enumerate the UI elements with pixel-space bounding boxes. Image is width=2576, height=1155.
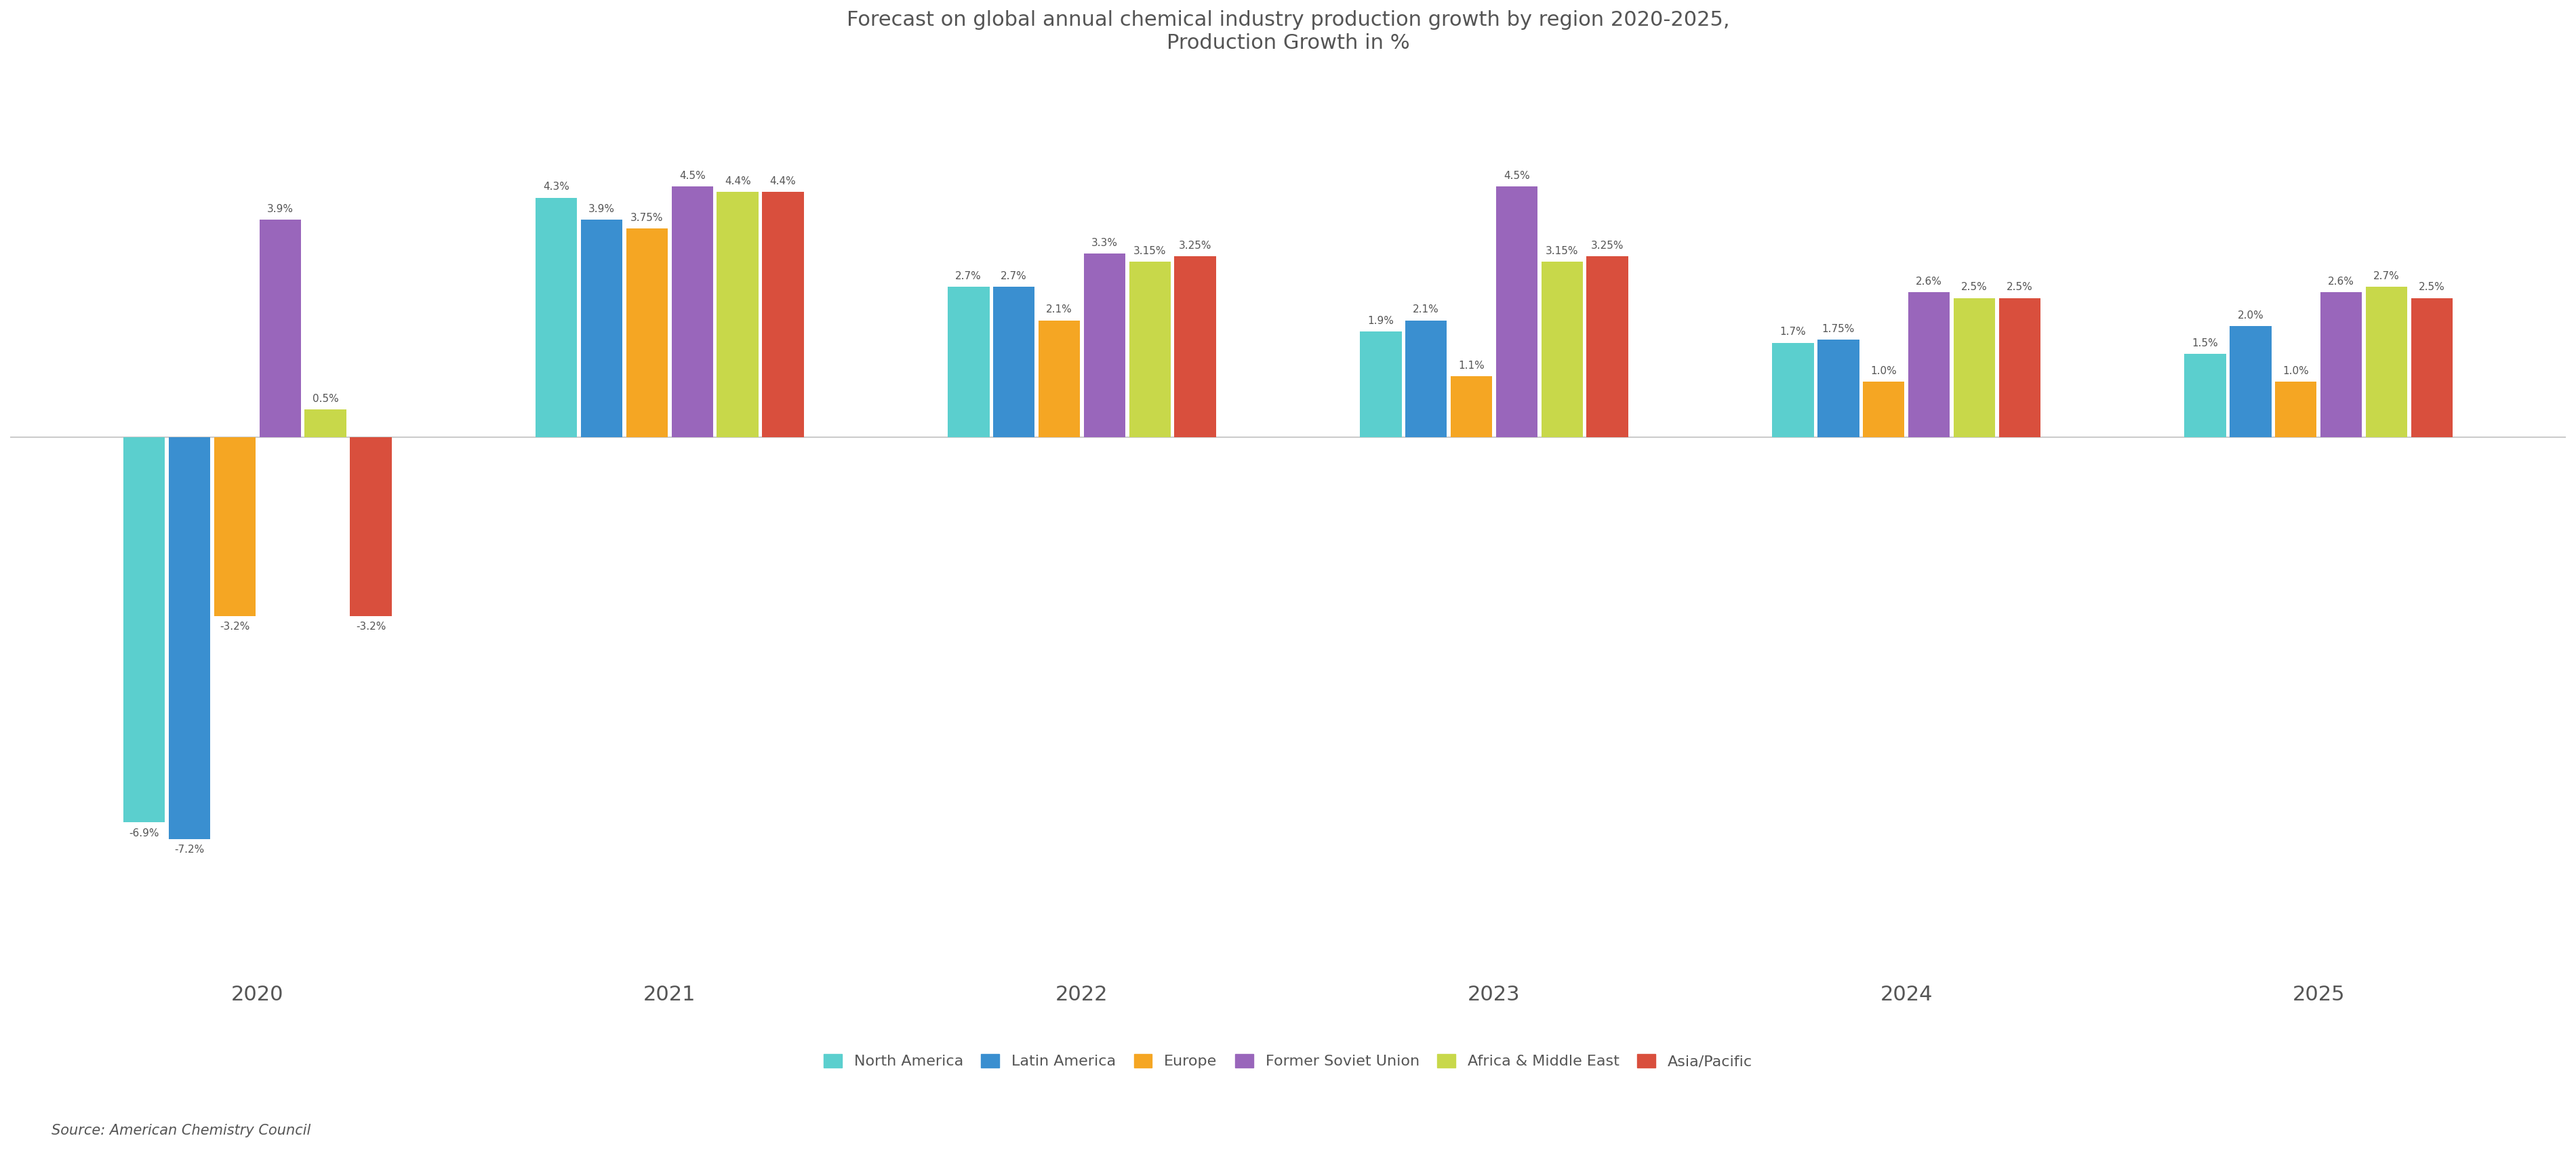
Bar xyxy=(304,410,345,438)
Bar xyxy=(672,186,714,438)
Bar xyxy=(1497,186,1538,438)
Title: Forecast on global annual chemical industry production growth by region 2020-202: Forecast on global annual chemical indus… xyxy=(848,10,1728,53)
Text: -6.9%: -6.9% xyxy=(129,828,160,839)
Text: 4.5%: 4.5% xyxy=(1504,171,1530,181)
Bar xyxy=(536,198,577,438)
Bar xyxy=(2411,298,2452,438)
Bar xyxy=(350,438,392,616)
Legend: North America, Latin America, Europe, Former Soviet Union, Africa & Middle East,: North America, Latin America, Europe, Fo… xyxy=(817,1046,1759,1076)
Text: 1.0%: 1.0% xyxy=(2282,366,2308,377)
Text: 1.75%: 1.75% xyxy=(1821,325,1855,334)
Bar xyxy=(580,219,623,438)
Bar xyxy=(1953,298,1996,438)
Text: 2.5%: 2.5% xyxy=(1960,282,1989,292)
Text: 3.9%: 3.9% xyxy=(587,204,616,215)
Bar xyxy=(762,192,804,438)
Text: -3.2%: -3.2% xyxy=(355,621,386,632)
Bar xyxy=(2321,292,2362,438)
Bar xyxy=(626,229,667,438)
Bar xyxy=(2365,286,2409,438)
Bar xyxy=(124,438,165,822)
Text: 1.9%: 1.9% xyxy=(1368,315,1394,326)
Text: 4.3%: 4.3% xyxy=(544,181,569,192)
Text: 1.7%: 1.7% xyxy=(1780,327,1806,337)
Text: 0.5%: 0.5% xyxy=(312,394,337,404)
Bar xyxy=(1999,298,2040,438)
Text: 2.6%: 2.6% xyxy=(2329,277,2354,286)
Text: -3.2%: -3.2% xyxy=(219,621,250,632)
Text: 2.5%: 2.5% xyxy=(2419,282,2445,292)
Bar xyxy=(1909,292,1950,438)
Bar xyxy=(1819,340,1860,438)
Text: 3.15%: 3.15% xyxy=(1546,246,1579,256)
Bar xyxy=(992,286,1036,438)
Bar xyxy=(1862,381,1904,438)
Bar xyxy=(2275,381,2316,438)
Bar xyxy=(716,192,757,438)
Bar xyxy=(260,219,301,438)
Bar xyxy=(2184,353,2226,438)
Text: Source: American Chemistry Council: Source: American Chemistry Council xyxy=(52,1124,312,1138)
Text: 3.75%: 3.75% xyxy=(631,213,665,223)
Text: 2.0%: 2.0% xyxy=(2239,311,2264,320)
Bar xyxy=(1406,320,1448,438)
Text: 1.5%: 1.5% xyxy=(2192,338,2218,349)
Text: 1.1%: 1.1% xyxy=(1458,360,1484,371)
Bar xyxy=(1450,377,1492,438)
Text: 3.9%: 3.9% xyxy=(268,204,294,215)
Bar xyxy=(948,286,989,438)
Text: -7.2%: -7.2% xyxy=(175,844,204,855)
Text: 2.5%: 2.5% xyxy=(2007,282,2032,292)
Text: 3.3%: 3.3% xyxy=(1092,238,1118,248)
Bar xyxy=(1772,343,1814,438)
Text: 4.4%: 4.4% xyxy=(724,177,750,186)
Bar xyxy=(1540,262,1584,438)
Text: 2.1%: 2.1% xyxy=(1046,305,1072,315)
Text: 1.0%: 1.0% xyxy=(1870,366,1896,377)
Bar xyxy=(2231,326,2272,438)
Bar xyxy=(1084,253,1126,438)
Text: 4.5%: 4.5% xyxy=(680,171,706,181)
Text: 4.4%: 4.4% xyxy=(770,177,796,186)
Text: 3.15%: 3.15% xyxy=(1133,246,1167,256)
Text: 3.25%: 3.25% xyxy=(1592,240,1623,251)
Text: 2.7%: 2.7% xyxy=(999,271,1028,282)
Text: 3.25%: 3.25% xyxy=(1180,240,1211,251)
Bar xyxy=(1038,320,1079,438)
Bar xyxy=(214,438,255,616)
Bar xyxy=(1128,262,1170,438)
Bar xyxy=(1360,331,1401,438)
Text: 2.7%: 2.7% xyxy=(956,271,981,282)
Bar xyxy=(167,438,211,840)
Text: 2.6%: 2.6% xyxy=(1917,277,1942,286)
Bar xyxy=(1175,256,1216,438)
Text: 2.7%: 2.7% xyxy=(2372,271,2401,282)
Bar xyxy=(1587,256,1628,438)
Text: 2.1%: 2.1% xyxy=(1414,305,1440,315)
